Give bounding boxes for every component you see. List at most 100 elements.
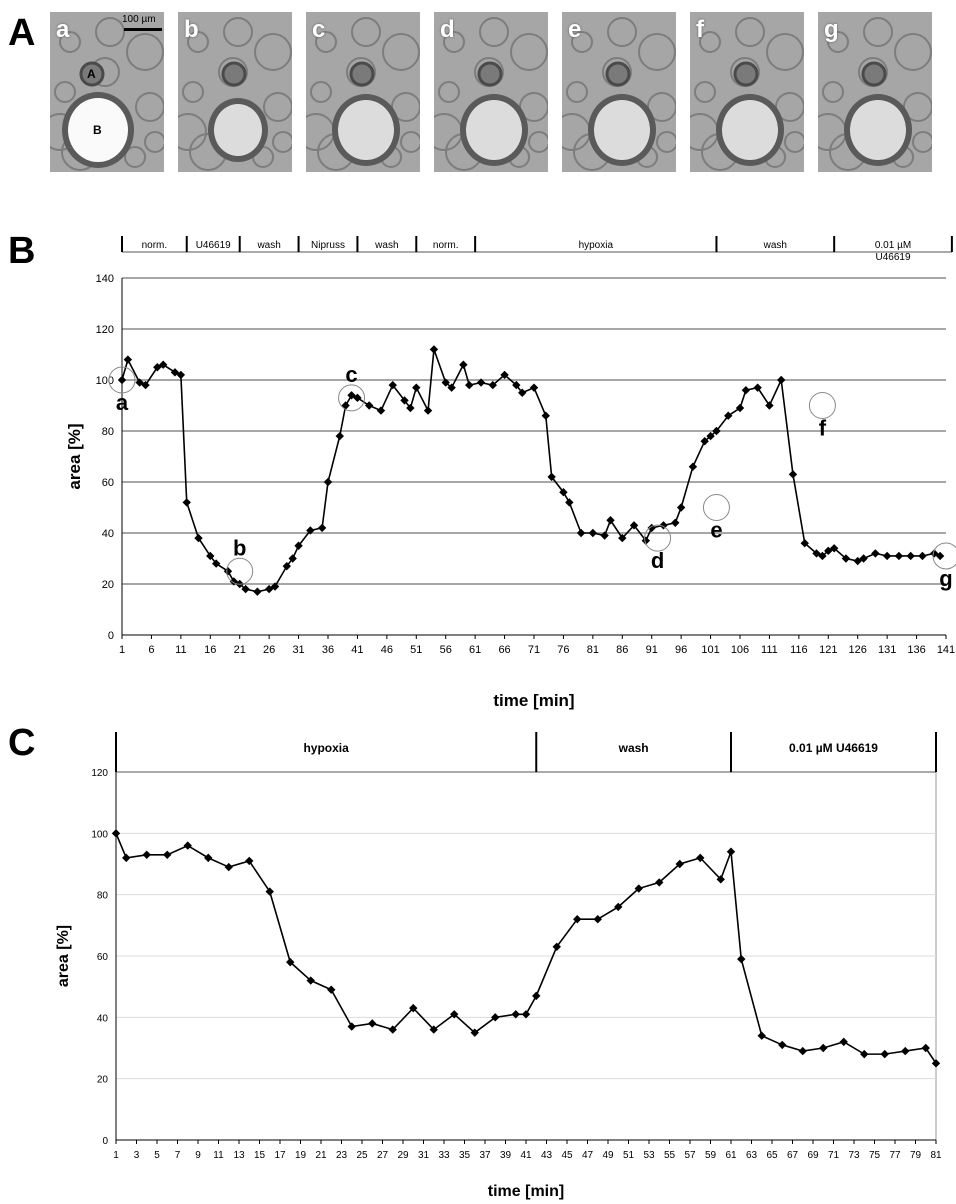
frame-label: g: [824, 16, 839, 43]
x-tick-label: 31: [418, 1150, 430, 1161]
vessel: [477, 61, 503, 87]
annotation-circle: [338, 384, 366, 412]
micrograph-frame: d: [434, 12, 548, 172]
tissue-cell: [351, 17, 381, 47]
data-point: [588, 528, 598, 538]
vessel: [221, 61, 247, 87]
tissue-cell: [315, 31, 337, 53]
data-point: [559, 488, 568, 497]
data-point: [618, 533, 627, 543]
data-point: [223, 567, 233, 576]
y-tick-label: 0: [108, 630, 114, 642]
vessel: [349, 61, 375, 87]
tissue-cell: [263, 92, 292, 122]
annotation-label: d: [651, 548, 664, 573]
tissue-cell: [656, 131, 676, 153]
y-tick-label: 140: [96, 273, 114, 285]
x-tick-label: 35: [459, 1150, 471, 1161]
tissue-cell: [766, 33, 804, 71]
micrograph-image: [562, 12, 676, 172]
x-tick-label: 73: [848, 1150, 860, 1161]
data-point: [182, 498, 191, 507]
x-tick-label: 75: [869, 1150, 881, 1161]
phase-label: U46619: [876, 252, 911, 263]
phase-label: 0.01 µM: [875, 240, 911, 251]
x-tick-label: 23: [336, 1150, 348, 1161]
micrograph-frame: a 100 µm A B: [50, 12, 164, 172]
micrograph-image: [434, 12, 548, 172]
phase-label: 0.01 µM U46619: [789, 741, 878, 755]
annotation-label: c: [345, 362, 357, 387]
tissue-cell: [182, 81, 204, 103]
data-point: [853, 556, 862, 566]
data-point: [518, 388, 527, 397]
data-point: [593, 915, 602, 924]
x-tick-label: 51: [410, 644, 422, 656]
frame-label: c: [312, 16, 326, 43]
tissue-cell: [272, 131, 292, 153]
data-point: [327, 985, 336, 994]
x-tick-label: 25: [356, 1150, 368, 1161]
x-tick-label: 17: [274, 1150, 286, 1161]
data-point: [512, 380, 521, 390]
data-point: [931, 1059, 941, 1068]
y-axis-label: area [%]: [55, 925, 72, 987]
tissue-cell: [863, 17, 893, 47]
tissue-cell: [178, 113, 207, 151]
tissue-cell: [144, 131, 164, 153]
data-point: [317, 523, 327, 533]
data-point: [753, 383, 762, 392]
data-point: [606, 516, 615, 525]
micrograph-frame: f: [690, 12, 804, 172]
data-point: [335, 431, 344, 441]
phase-label: wash: [256, 240, 280, 251]
data-point: [368, 1019, 377, 1028]
x-tick-label: 1: [113, 1150, 119, 1161]
y-tick-label: 0: [102, 1136, 108, 1147]
annotation-circle: [226, 557, 254, 585]
data-point: [532, 991, 541, 1001]
tissue-cell: [735, 17, 765, 47]
data-point: [465, 380, 474, 390]
data-point: [529, 383, 539, 392]
x-tick-label: 69: [807, 1150, 819, 1161]
data-point: [323, 477, 333, 487]
x-tick-label: 36: [322, 644, 334, 656]
x-tick-label: 106: [731, 644, 749, 656]
annotation-label: b: [233, 535, 246, 560]
data-point: [800, 539, 809, 548]
data-point: [634, 884, 643, 893]
tissue-cell: [894, 33, 932, 71]
data-point: [388, 1025, 397, 1034]
y-tick-label: 40: [102, 528, 114, 540]
tissue-cell: [135, 92, 164, 122]
data-point: [824, 546, 833, 556]
data-point: [211, 559, 221, 568]
data-point: [859, 554, 868, 563]
panel-letter-a: A: [8, 12, 36, 54]
data-point: [117, 375, 127, 385]
x-tick-label: 45: [561, 1150, 573, 1161]
x-tick-label: 26: [263, 644, 275, 656]
data-point: [365, 401, 374, 410]
data-point: [400, 396, 409, 405]
data-point: [629, 521, 639, 530]
micrograph-frame: b: [178, 12, 292, 172]
data-point: [245, 856, 254, 866]
x-tick-label: 53: [643, 1150, 655, 1161]
tissue-cell: [254, 33, 292, 71]
frame-label: a: [56, 16, 70, 43]
tissue-cell: [694, 81, 716, 103]
x-tick-label: 11: [213, 1150, 224, 1161]
micrograph-frame: c: [306, 12, 420, 172]
data-point: [565, 498, 574, 507]
tissue-cell: [124, 146, 146, 168]
x-tick-label: 5: [154, 1150, 160, 1161]
tissue-cell: [438, 81, 460, 103]
x-tick-label: 33: [438, 1150, 450, 1161]
annotation-circle: [644, 524, 672, 552]
data-point: [423, 406, 433, 415]
y-tick-label: 20: [102, 579, 114, 591]
tissue-cell: [54, 81, 76, 103]
